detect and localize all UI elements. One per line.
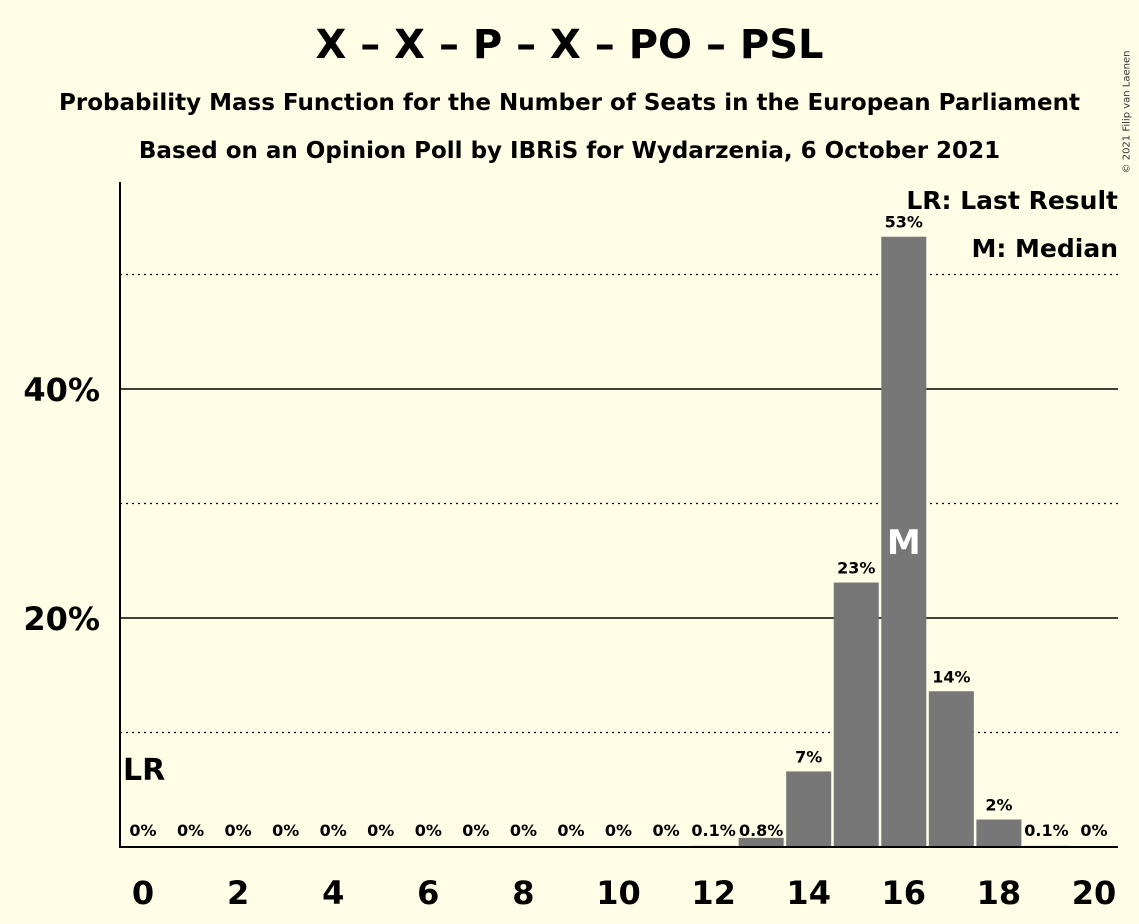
x-tick-label: 8: [512, 874, 534, 912]
value-label-seat-3: 0%: [272, 821, 299, 840]
y-tick-label: 40%: [23, 371, 100, 409]
value-label-seat-10: 0%: [605, 821, 632, 840]
legend-entry: M: Median: [971, 234, 1118, 263]
x-tick-label: 20: [1072, 874, 1117, 912]
axes: 20% 40% 0 2 4 6 8 10 12 14 16 18 20: [23, 182, 1118, 912]
value-label-seat-8: 0%: [510, 821, 537, 840]
chart-source-subtitle: Based on an Opinion Poll by IBRiS for Wy…: [138, 138, 1001, 164]
value-label-seat-19: 0.1%: [1024, 821, 1068, 840]
value-label-seat-11: 0%: [652, 821, 679, 840]
chart-subtitle: Probability Mass Function for the Number…: [59, 90, 1080, 116]
y-tick-label: 20%: [23, 600, 100, 638]
chart-title: X – X – P – X – PO – PSL: [315, 22, 824, 68]
value-label-seat-17: 14%: [932, 667, 970, 686]
value-label-seat-14: 7%: [795, 747, 822, 766]
value-label-seat-13: 0.8%: [739, 821, 783, 840]
legend: LR: Last Result M: Median: [906, 186, 1118, 263]
value-label-seat-0: 0%: [129, 821, 156, 840]
value-label-seat-1: 0%: [177, 821, 204, 840]
value-label-seat-16: 53%: [885, 213, 923, 232]
bar-seat-16: [881, 236, 927, 848]
value-label-seat-15: 23%: [837, 559, 875, 578]
x-tick-label: 16: [882, 874, 927, 912]
x-tick-label: 12: [691, 874, 736, 912]
x-tick-label: 14: [786, 874, 831, 912]
value-label-seat-9: 0%: [557, 821, 584, 840]
value-label-seat-2: 0%: [225, 821, 252, 840]
value-label-seat-4: 0%: [320, 821, 347, 840]
x-tick-label: 2: [227, 874, 249, 912]
bar-seat-18: [976, 819, 1022, 847]
value-label-seat-18: 2%: [985, 796, 1012, 815]
bar-seat-14: [786, 771, 832, 847]
value-labels: 0% 0% 0% 0% 0% 0% 0% 0% 0% 0% 0% 0% 0.1% 0.8%7%23%53%…: [123, 213, 1108, 840]
x-tick-label: 10: [596, 874, 641, 912]
median-marker: M: [887, 523, 921, 563]
bars: [691, 236, 1069, 848]
bar-seat-15: [833, 582, 879, 847]
x-tick-label: 0: [132, 874, 154, 912]
bar-seat-13: [738, 837, 784, 847]
value-label-seat-12: 0.1%: [691, 821, 735, 840]
bar-seat-17: [928, 691, 974, 847]
x-tick-label: 18: [977, 874, 1022, 912]
value-label-seat-7: 0%: [462, 821, 489, 840]
x-tick-label: 4: [322, 874, 344, 912]
value-label-seat-6: 0%: [415, 821, 442, 840]
last-result-marker: LR: [123, 753, 165, 788]
legend-entry: LR: Last Result: [906, 186, 1118, 215]
value-label-seat-5: 0%: [367, 821, 394, 840]
gridlines: [120, 273, 1118, 734]
value-label-seat-20: 0%: [1080, 821, 1107, 840]
x-tick-label: 6: [417, 874, 439, 912]
